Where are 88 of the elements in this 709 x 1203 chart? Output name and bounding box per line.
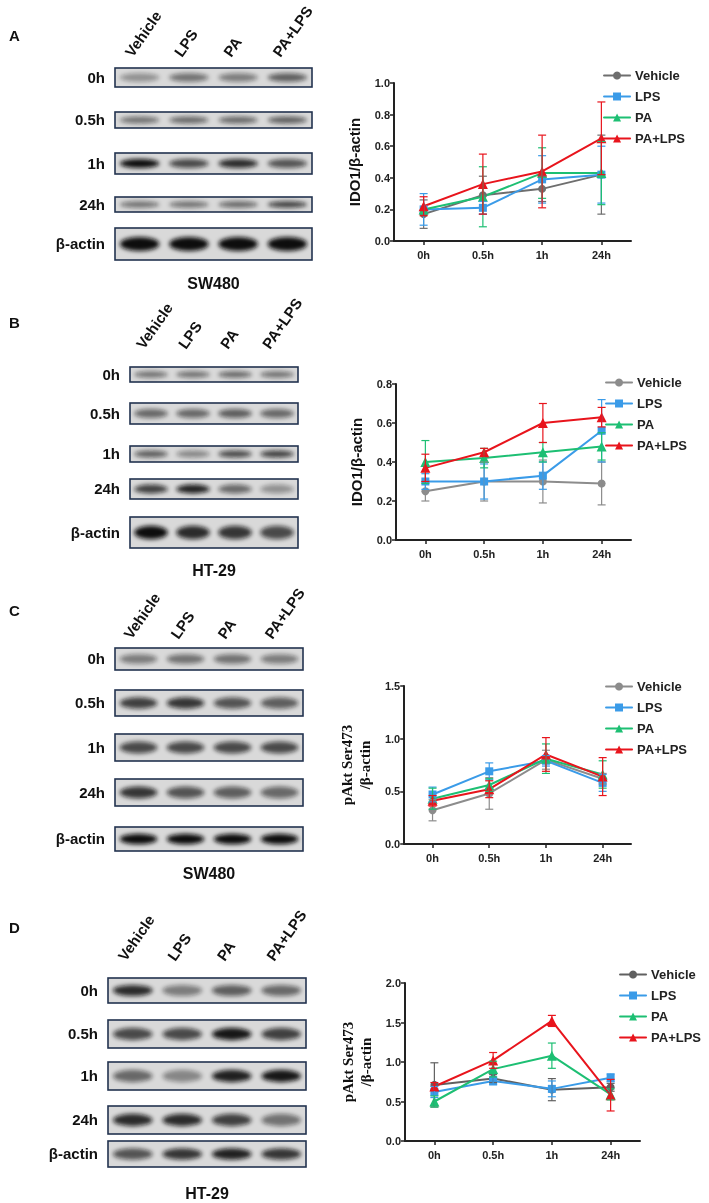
legend-label: PA: [651, 1009, 669, 1024]
category-label: 24h: [72, 1111, 98, 1128]
y-tick-label: 2.0: [385, 977, 401, 989]
category-label: 1h: [102, 445, 120, 462]
y-tick-label: 0.8: [374, 108, 390, 121]
y-tick-label: 0.4: [374, 171, 391, 184]
y-tick-label: 0.2: [376, 495, 392, 507]
y-tick-label: 1.5: [384, 680, 401, 692]
legend-label: PA+LPS: [637, 742, 688, 757]
x-tick-label: 24h: [591, 248, 612, 261]
text: HT-29: [185, 1185, 229, 1202]
x-tick-label: 1h: [535, 248, 549, 261]
legend-label: LPS: [635, 89, 661, 104]
text: HT-29: [192, 562, 236, 579]
x-tick-label: 24h: [593, 851, 613, 864]
category-label: 0h: [80, 981, 98, 999]
category-label: 0h: [87, 650, 105, 667]
text: SW480: [182, 865, 236, 882]
category-label: β-actin: [70, 523, 120, 541]
y-tick-label: 0.4: [376, 456, 393, 468]
y-tick-label: 0.5: [385, 1095, 401, 1108]
legend-label: PA: [637, 721, 655, 736]
category-label: 0.5h: [67, 1025, 98, 1042]
x-tick-label: 0.5h: [471, 248, 495, 261]
x-tick-label: 0h: [418, 547, 433, 560]
text: D: [9, 919, 20, 936]
legend-label: LPS: [637, 396, 663, 411]
y-tick-label: 0.5: [384, 785, 401, 798]
y-axis-title: pAkt Ser473 /β-actin: [339, 724, 373, 806]
legend-label: PA: [637, 417, 655, 432]
legend-label: LPS: [651, 988, 677, 1003]
y-tick-label: 0.8: [376, 378, 392, 390]
legend-label: PA+LPS: [651, 1030, 702, 1045]
y-tick-label: 1.0: [374, 77, 390, 89]
category-label: PA: [216, 325, 242, 352]
legend-label: PA+LPS: [635, 131, 686, 146]
legend-label: PA: [635, 110, 653, 125]
x-tick-label: 1h: [545, 1148, 559, 1161]
x-tick-label: 0h: [427, 1148, 442, 1161]
category-label: β-actin: [55, 235, 105, 252]
category-label: PA: [213, 937, 239, 964]
x-tick-label: 24h: [601, 1148, 621, 1161]
category-label: 0.5h: [74, 694, 105, 711]
legend-label: Vehicle: [637, 679, 682, 694]
x-tick-label: 0.5h: [473, 547, 496, 560]
x-tick-label: 24h: [592, 547, 612, 560]
category-label: β-actin: [55, 830, 105, 847]
category-label: 0h: [87, 68, 105, 86]
category-label: 0h: [102, 365, 120, 383]
category-label: β-actin: [48, 1145, 98, 1162]
x-tick-label: 1h: [539, 851, 553, 864]
y-tick-label: 0.2: [374, 203, 390, 216]
x-tick-label: 0h: [417, 248, 431, 261]
category-label: 0.5h: [89, 404, 120, 422]
y-tick-label: 1.0: [385, 1056, 401, 1068]
legend-label: Vehicle: [651, 967, 696, 982]
category-label: 24h: [79, 783, 105, 801]
category-label: 1h: [87, 738, 105, 756]
text: B: [9, 314, 20, 331]
legend-label: LPS: [637, 700, 663, 715]
y-tick-label: 0.0: [384, 838, 401, 850]
y-tick-label: 0.0: [376, 534, 392, 546]
y-axis-title: IDO1/β-actin: [346, 117, 364, 207]
y-tick-label: 0.0: [385, 1135, 401, 1147]
text: C: [9, 602, 20, 619]
category-label: PA: [219, 33, 245, 60]
x-tick-label: 0.5h: [478, 851, 501, 864]
legend-label: Vehicle: [637, 375, 682, 390]
y-tick-label: 0.6: [374, 140, 390, 153]
category-label: 1h: [87, 154, 105, 172]
legend-label: PA+LPS: [637, 438, 688, 453]
category-label: PA: [214, 615, 240, 642]
y-tick-label: 0.6: [376, 417, 392, 429]
text: SW480: [187, 275, 240, 292]
category-label: 24h: [79, 195, 105, 213]
y-tick-label: 1.0: [384, 732, 401, 745]
y-tick-label: 1.5: [385, 1016, 401, 1029]
text: A: [9, 27, 20, 44]
x-tick-label: 1h: [536, 547, 550, 560]
x-tick-label: 0.5h: [482, 1148, 505, 1161]
y-tick-label: 0.0: [374, 235, 390, 247]
y-axis-title: pAkt Ser473 /β-actin: [339, 1021, 374, 1103]
legend-label: Vehicle: [635, 68, 680, 83]
x-tick-label: 0h: [426, 851, 440, 864]
y-axis-title: IDO1/β-actin: [348, 417, 366, 507]
category-label: 24h: [94, 480, 120, 497]
category-label: 0.5h: [74, 111, 105, 128]
category-label: 1h: [80, 1067, 98, 1084]
